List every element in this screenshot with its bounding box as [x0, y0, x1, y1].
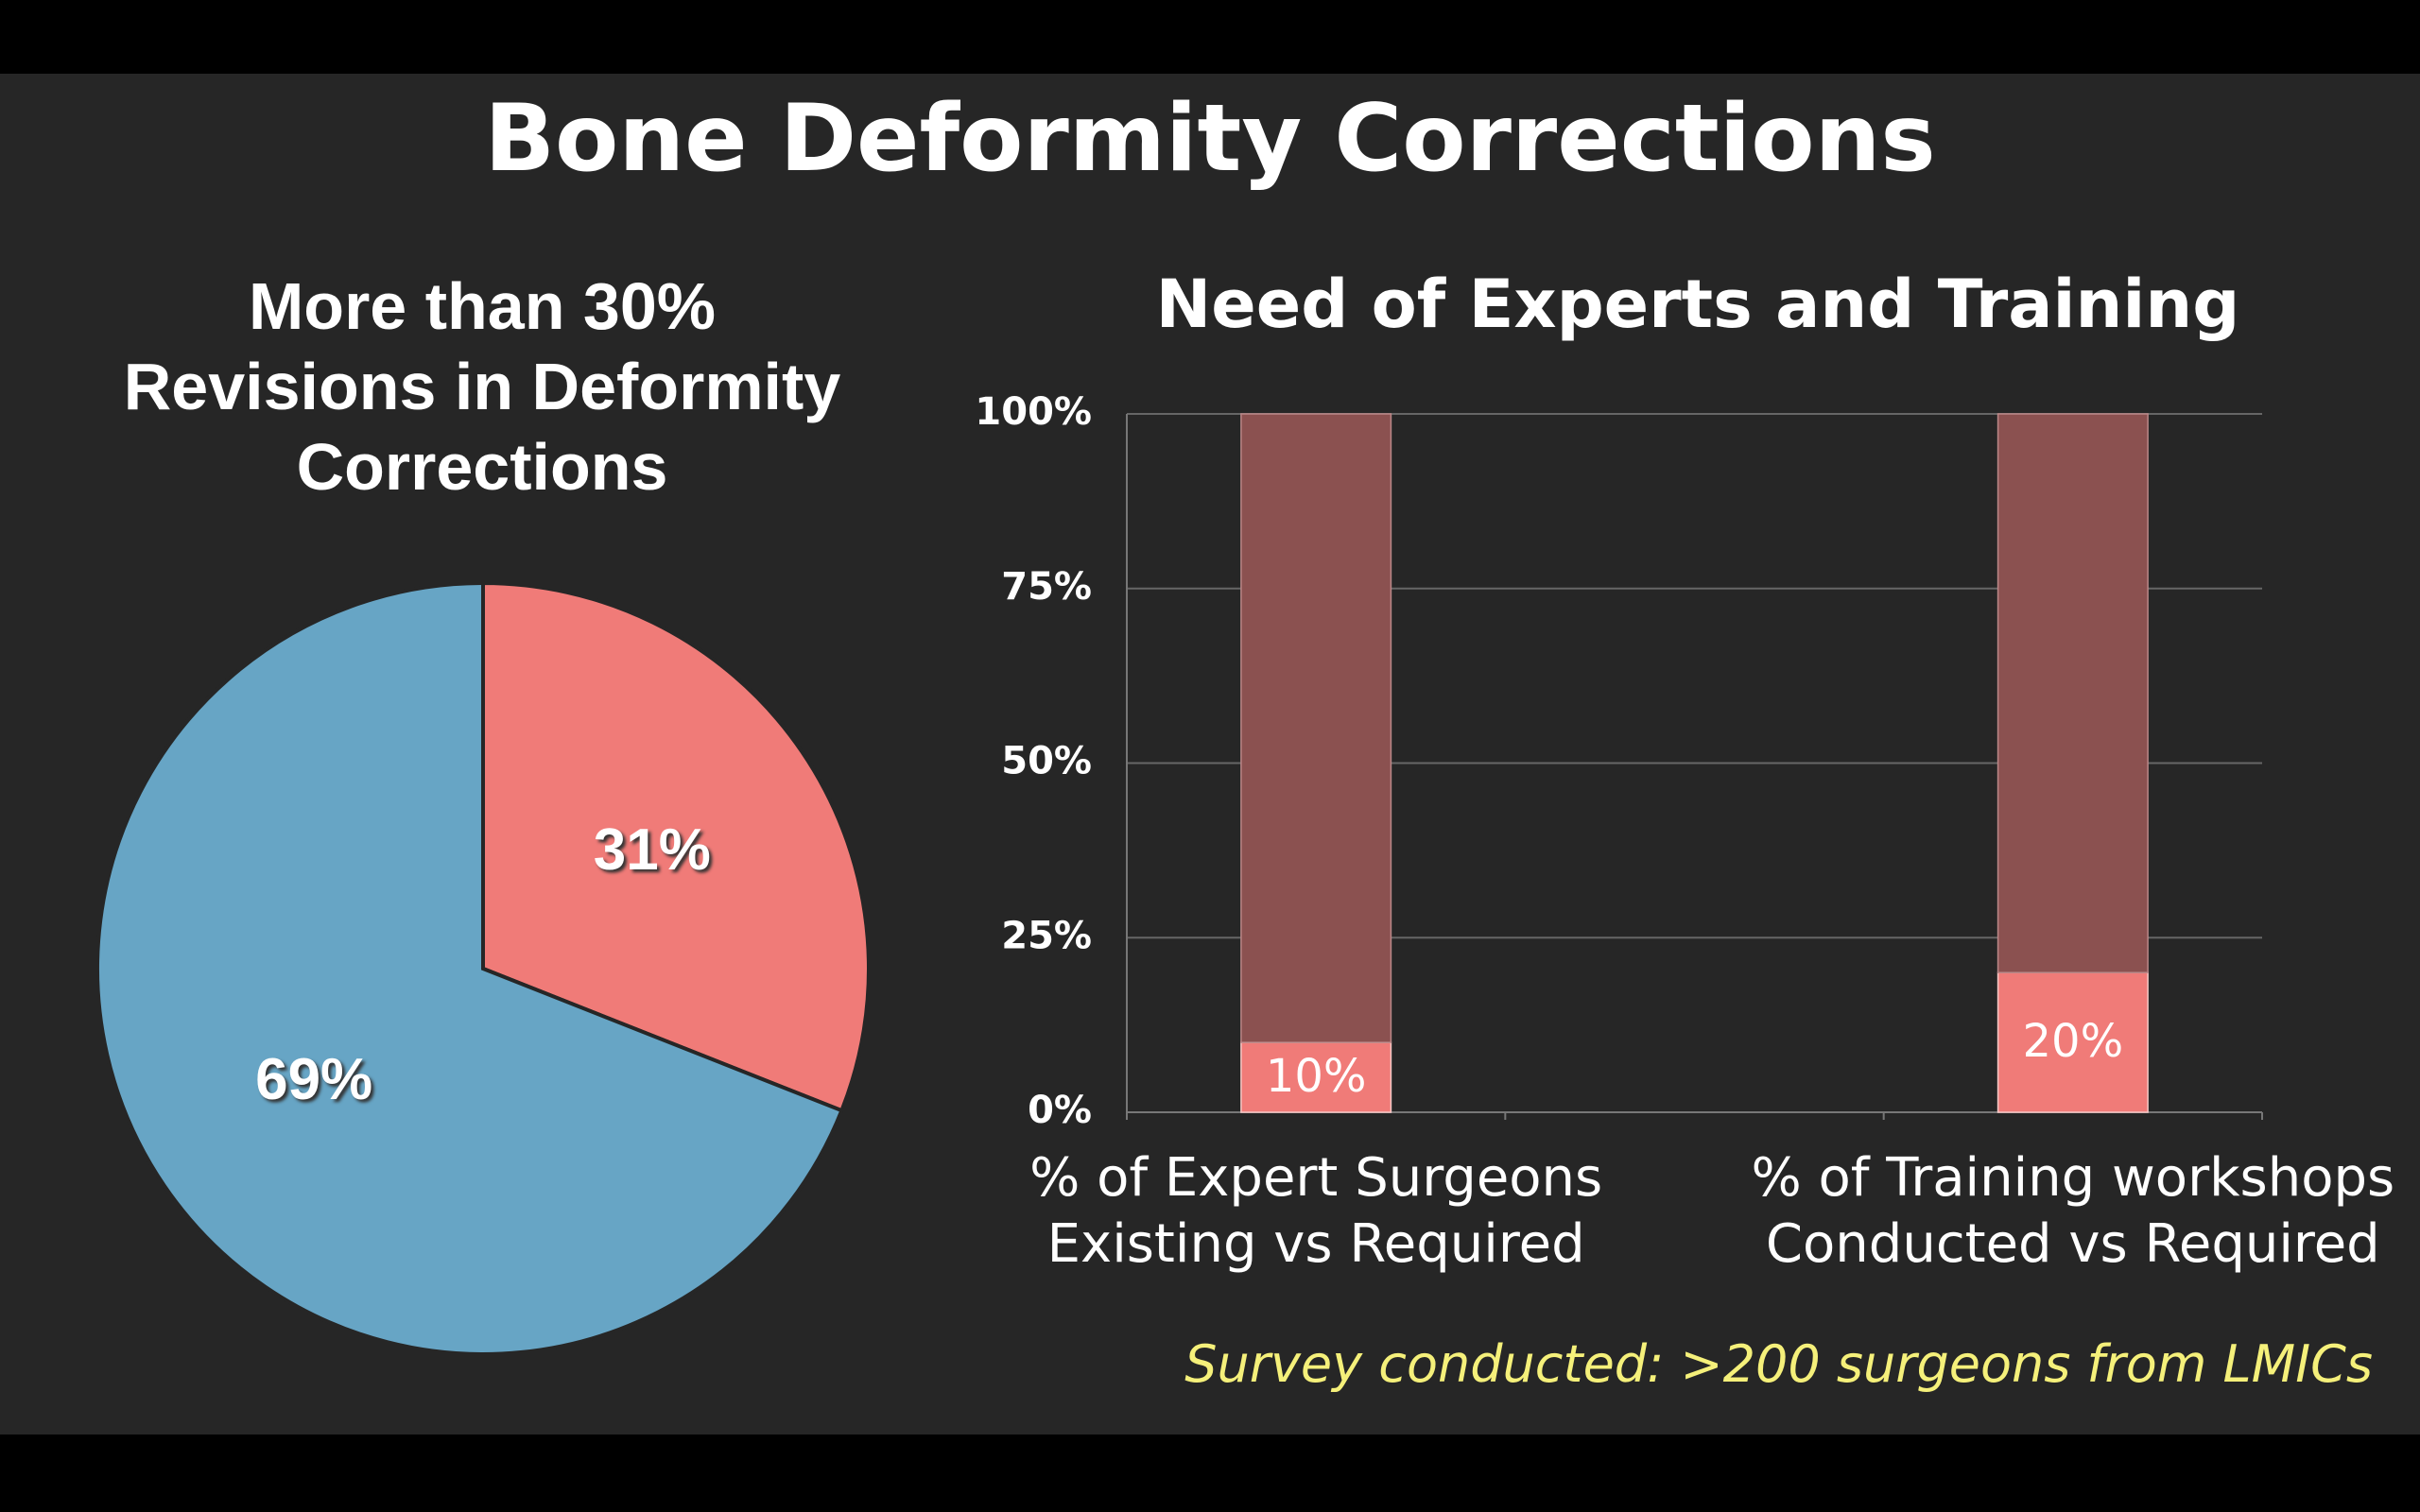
pie-slice [95, 580, 844, 1356]
bar-segment [1996, 971, 2149, 1113]
y-tick-label: 100% [975, 390, 1092, 434]
slide-title: Bone Deformity Corrections [484, 85, 1936, 193]
y-tick-label: 0% [1028, 1089, 1092, 1132]
pie-value-label: 31% [594, 817, 711, 883]
bar-value-label: 10% [1266, 1050, 1367, 1103]
y-tick-label: 25% [1001, 914, 1092, 957]
bar-segment [1240, 413, 1392, 1043]
bar-segment [1996, 413, 2149, 973]
footnote: Survey conducted: >200 surgeons from LMI… [1184, 1334, 2373, 1394]
bar-value-label: 20% [2022, 1015, 2123, 1068]
pie-title: More than 30% Revisions in Deformity Cor… [123, 269, 841, 504]
pie-slice [481, 580, 871, 1113]
y-tick-label: 75% [1001, 565, 1092, 609]
x-tick-label: % of Training workshops Conducted vs Req… [1751, 1147, 2395, 1275]
pie-value-label: 69% [255, 1047, 372, 1112]
y-tick-label: 50% [1001, 740, 1092, 783]
x-tick-label: % of Expert Surgeons Existing vs Require… [1029, 1147, 1603, 1275]
bar-chart-title: Need of Experts and Training [1156, 266, 2240, 343]
